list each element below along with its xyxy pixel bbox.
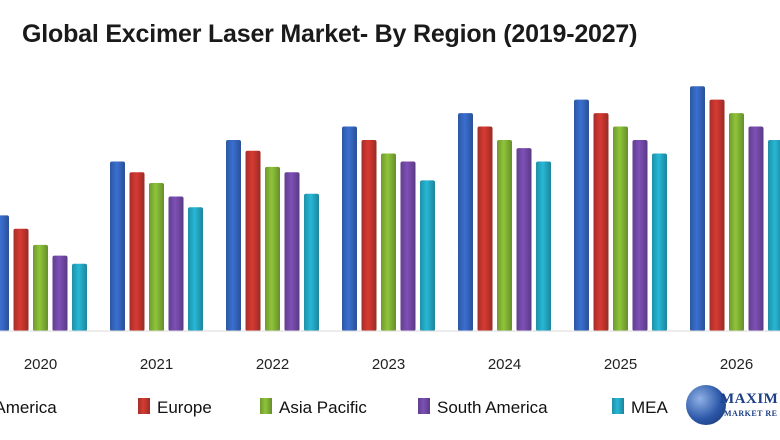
bars-group xyxy=(0,86,780,332)
bar-mea-2025 xyxy=(652,153,667,331)
x-tick-label-2026: 2026 xyxy=(720,356,753,373)
bar-north-america-2022 xyxy=(226,140,241,331)
legend: North America Europe Asia Pacific South Ame… xyxy=(0,398,669,417)
bar-europe-2025 xyxy=(593,113,609,331)
legend-label-north-america: North America xyxy=(0,398,57,417)
bar-south-america-2025 xyxy=(632,140,648,331)
x-tick-labels: 2020 2021 2022 2023 2024 2025 2026 xyxy=(24,356,753,373)
bar-europe-2024 xyxy=(477,126,493,331)
maximize-market-research-logo: MAXIM MARKET RE xyxy=(684,381,780,440)
bar-north-america-2021 xyxy=(110,161,125,331)
bar-mea-2023 xyxy=(420,180,435,331)
bar-north-america-2023 xyxy=(342,126,357,331)
x-tick-label-2023: 2023 xyxy=(372,356,405,373)
legend-label-europe: Europe xyxy=(157,398,212,417)
bar-asia-pacific-2026 xyxy=(729,113,744,331)
bar-north-america-2020 xyxy=(0,215,9,331)
logo-globe-icon xyxy=(686,385,726,425)
bar-south-america-2022 xyxy=(284,172,300,331)
bar-europe-2021 xyxy=(129,172,145,331)
legend-swatch-asia-pacific xyxy=(260,398,272,414)
bar-north-america-2026 xyxy=(690,86,705,332)
bar-asia-pacific-2023 xyxy=(381,153,396,331)
x-tick-label-2022: 2022 xyxy=(256,356,289,373)
bar-asia-pacific-2024 xyxy=(497,140,512,331)
bar-mea-2021 xyxy=(188,207,203,331)
x-tick-label-2024: 2024 xyxy=(488,356,521,373)
bar-europe-2026 xyxy=(709,99,725,331)
bar-europe-2020 xyxy=(13,228,29,331)
bar-mea-2026 xyxy=(768,140,780,331)
bar-south-america-2026 xyxy=(748,126,764,331)
bar-south-america-2021 xyxy=(168,196,184,331)
legend-swatch-south-america xyxy=(418,398,430,414)
bar-south-america-2024 xyxy=(516,148,532,331)
bar-south-america-2020 xyxy=(52,255,68,331)
bar-mea-2024 xyxy=(536,161,551,331)
x-tick-label-2020: 2020 xyxy=(24,356,57,373)
bar-asia-pacific-2021 xyxy=(149,183,164,331)
logo-text: MAXIM xyxy=(720,391,779,407)
legend-swatch-mea xyxy=(612,398,624,414)
legend-swatch-europe xyxy=(138,398,150,414)
chart-title: Global Excimer Laser Market- By Region (… xyxy=(22,20,638,48)
x-tick-label-2025: 2025 xyxy=(604,356,637,373)
legend-label-mea: MEA xyxy=(631,398,669,417)
bar-asia-pacific-2025 xyxy=(613,126,628,331)
bar-north-america-2024 xyxy=(458,113,473,331)
x-tick-label-2021: 2021 xyxy=(140,356,173,373)
bar-europe-2022 xyxy=(245,150,261,331)
bar-south-america-2023 xyxy=(400,161,416,331)
legend-label-south-america: South America xyxy=(437,398,548,417)
bar-asia-pacific-2022 xyxy=(265,166,280,331)
bar-mea-2020 xyxy=(72,263,87,331)
legend-label-asia-pacific: Asia Pacific xyxy=(279,398,367,417)
logo-subtext: MARKET RE xyxy=(724,409,778,418)
bar-europe-2023 xyxy=(361,140,377,331)
bar-mea-2022 xyxy=(304,193,319,331)
bar-asia-pacific-2020 xyxy=(33,244,48,331)
bar-north-america-2025 xyxy=(574,99,589,331)
